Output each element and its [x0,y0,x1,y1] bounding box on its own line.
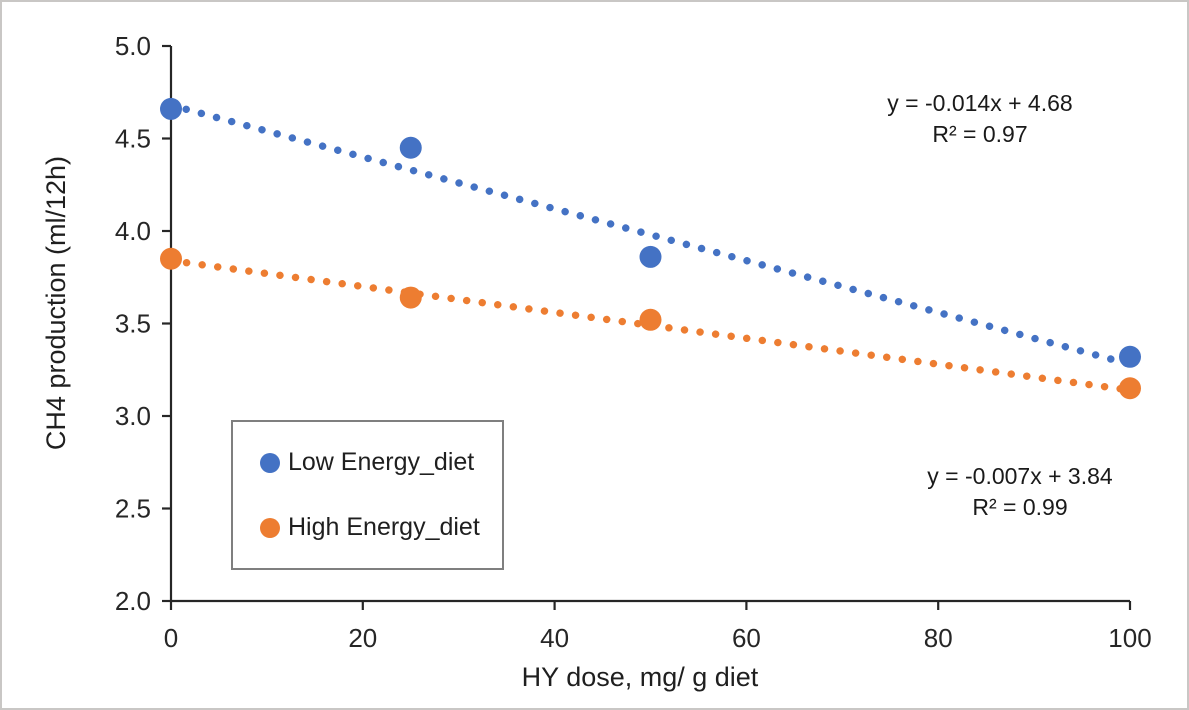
y-tick-label: 3.5 [115,309,151,339]
x-tick-label: 60 [732,623,761,653]
trendline-annotation-high-energy: y = -0.007x + 3.84 R² = 0.99 [860,461,1180,523]
x-axis-title: HY dose, mg/ g diet [521,662,759,692]
data-point-high-energy [160,247,182,270]
legend-label-low-energy: Low Energy_diet [288,448,475,476]
x-tick-label: 0 [164,623,178,653]
y-tick-label: 5.0 [115,31,151,61]
data-point-low-energy [1119,345,1141,368]
data-point-high-energy [639,308,662,331]
trendline-equation-low-energy: y = -0.014x + 4.68 [887,90,1073,116]
x-tick-label: 80 [924,623,953,653]
y-tick-label: 2.0 [115,586,151,616]
x-tick-label: 20 [348,623,377,653]
legend-entry-low-energy: Low Energy_diet [233,448,502,477]
data-point-low-energy [639,245,662,268]
y-tick-label: 4.5 [115,124,151,154]
data-point-high-energy [399,286,422,309]
y-tick-label: 2.5 [115,494,151,524]
y-tick-label: 3.0 [115,401,151,431]
data-point-low-energy [160,97,182,120]
y-tick-label: 4.0 [115,216,151,246]
legend-entry-high-energy: High Energy_diet [233,513,502,542]
legend: Low Energy_diet High Energy_diet [231,420,504,570]
legend-marker-low-energy-icon [260,452,280,473]
trendline-r2-low-energy: R² = 0.97 [932,121,1028,147]
x-tick-label: 40 [540,623,569,653]
y-axis-title: CH4 production (ml/12h) [41,155,71,451]
legend-marker-high-energy-icon [260,517,280,538]
x-tick-label: 100 [1108,623,1151,653]
data-point-high-energy [1119,377,1141,400]
data-point-low-energy [399,136,422,159]
legend-label-high-energy: High Energy_diet [288,513,480,541]
trendline-annotation-low-energy: y = -0.014x + 4.68 R² = 0.97 [820,88,1140,150]
trendline-r2-high-energy: R² = 0.99 [972,494,1068,520]
trendline-equation-high-energy: y = -0.007x + 3.84 [927,463,1113,489]
